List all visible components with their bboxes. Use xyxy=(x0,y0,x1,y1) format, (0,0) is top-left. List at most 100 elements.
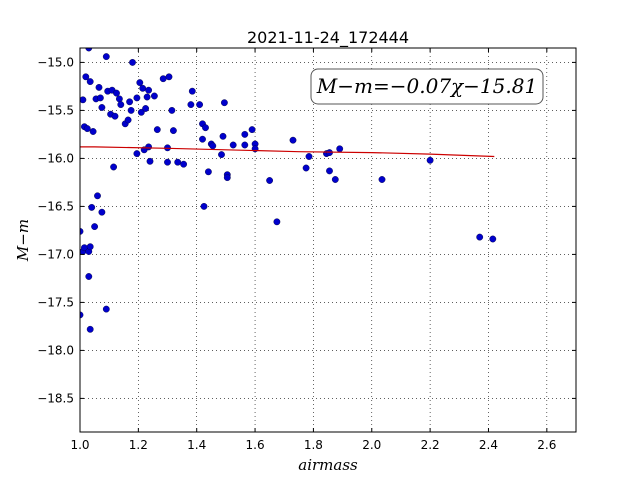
x-tick-label: 2.0 xyxy=(362,438,381,452)
grid xyxy=(79,48,576,432)
data-point xyxy=(241,141,249,149)
data-point xyxy=(98,104,106,111)
data-point xyxy=(116,95,123,103)
annotation-box xyxy=(310,68,544,105)
data-point xyxy=(124,116,132,124)
data-point xyxy=(159,75,167,83)
annotation-text: M−m=−0.07χ−15.81 xyxy=(316,74,537,98)
y-tick-label: −15.5 xyxy=(37,103,74,117)
data-point xyxy=(117,101,125,109)
data-point xyxy=(97,94,104,102)
data-point xyxy=(86,243,94,251)
data-point xyxy=(220,99,228,107)
x-axis-label: airmass xyxy=(298,456,358,474)
data-point xyxy=(94,192,101,200)
data-point xyxy=(113,89,120,97)
data-point xyxy=(331,176,339,183)
data-point xyxy=(95,84,103,91)
data-point xyxy=(137,108,145,116)
data-point xyxy=(266,177,273,184)
data-point xyxy=(302,164,310,172)
x-tick-label: 2.2 xyxy=(421,438,440,452)
fit-line xyxy=(80,146,495,158)
data-point xyxy=(150,92,158,100)
data-point xyxy=(223,174,231,182)
plot-area xyxy=(80,48,497,333)
data-point xyxy=(85,273,93,280)
data-point xyxy=(229,141,237,149)
data-point xyxy=(145,86,153,94)
axes-frame xyxy=(79,47,577,433)
data-point xyxy=(289,136,297,144)
data-point xyxy=(82,73,90,81)
data-point xyxy=(91,223,99,231)
data-point xyxy=(127,107,135,114)
data-point xyxy=(142,105,150,112)
y-tick-label: −18.5 xyxy=(37,391,74,405)
data-point xyxy=(180,160,188,168)
data-point xyxy=(80,96,87,104)
data-point xyxy=(145,143,153,151)
data-point xyxy=(129,59,136,66)
data-point xyxy=(209,142,217,150)
data-point xyxy=(219,132,227,140)
data-point xyxy=(86,78,94,86)
fit-annotation: M−m=−0.07χ−15.81 xyxy=(310,68,544,105)
data-point xyxy=(86,325,94,333)
data-point xyxy=(241,130,249,138)
data-point xyxy=(273,218,281,226)
data-point xyxy=(102,305,110,313)
data-point xyxy=(168,107,176,114)
data-point xyxy=(165,73,173,81)
data-point xyxy=(88,203,96,211)
data-point xyxy=(133,150,141,158)
data-point xyxy=(489,235,497,243)
data-point xyxy=(110,163,118,171)
data-point xyxy=(218,151,225,159)
data-point xyxy=(204,168,212,176)
data-point xyxy=(98,208,106,216)
data-point xyxy=(336,145,344,153)
x-tick-label: 2.6 xyxy=(537,438,556,452)
data-point xyxy=(187,101,195,109)
x-tick-label: 1.2 xyxy=(129,438,148,452)
data-point xyxy=(326,167,333,175)
data-point xyxy=(143,93,151,101)
data-point xyxy=(200,202,208,210)
data-point xyxy=(83,125,91,133)
data-point xyxy=(202,124,209,132)
data-point xyxy=(476,233,484,241)
data-point xyxy=(378,176,386,183)
data-point xyxy=(139,84,147,92)
data-point xyxy=(305,153,313,160)
x-tick-label: 1.6 xyxy=(246,438,265,452)
data-point xyxy=(196,101,204,109)
y-tick-label: −16.5 xyxy=(37,199,74,213)
data-point xyxy=(164,158,171,166)
x-tick-label: 1.8 xyxy=(304,438,323,452)
data-point xyxy=(426,156,434,164)
data-point xyxy=(126,98,134,106)
data-point xyxy=(102,53,110,60)
data-point xyxy=(248,126,256,134)
data-point xyxy=(136,79,144,87)
chart-title: 2021-11-24_172444 xyxy=(247,28,409,48)
data-point xyxy=(111,112,119,120)
data-point xyxy=(146,157,154,165)
data-point xyxy=(133,94,141,102)
y-tick-label: −15.0 xyxy=(37,55,74,69)
x-tick-label: 1.0 xyxy=(70,438,89,452)
x-tick-label: 2.4 xyxy=(479,438,498,452)
y-axis-label: M−m xyxy=(14,219,32,262)
data-point xyxy=(174,158,182,166)
y-tick-label: −17.0 xyxy=(37,247,74,261)
data-point xyxy=(85,48,93,52)
data-point xyxy=(199,135,206,143)
y-tick-label: −17.5 xyxy=(37,295,74,309)
data-point xyxy=(89,128,97,135)
data-point xyxy=(188,87,196,95)
ticks: 1.0 1.2 1.4 1.6 1.8 2.0 2.2 2.4 2.6 −15.0 −15.5 −16… xyxy=(37,48,576,452)
y-tick-label: −16.0 xyxy=(37,151,74,165)
data-point xyxy=(153,126,161,134)
